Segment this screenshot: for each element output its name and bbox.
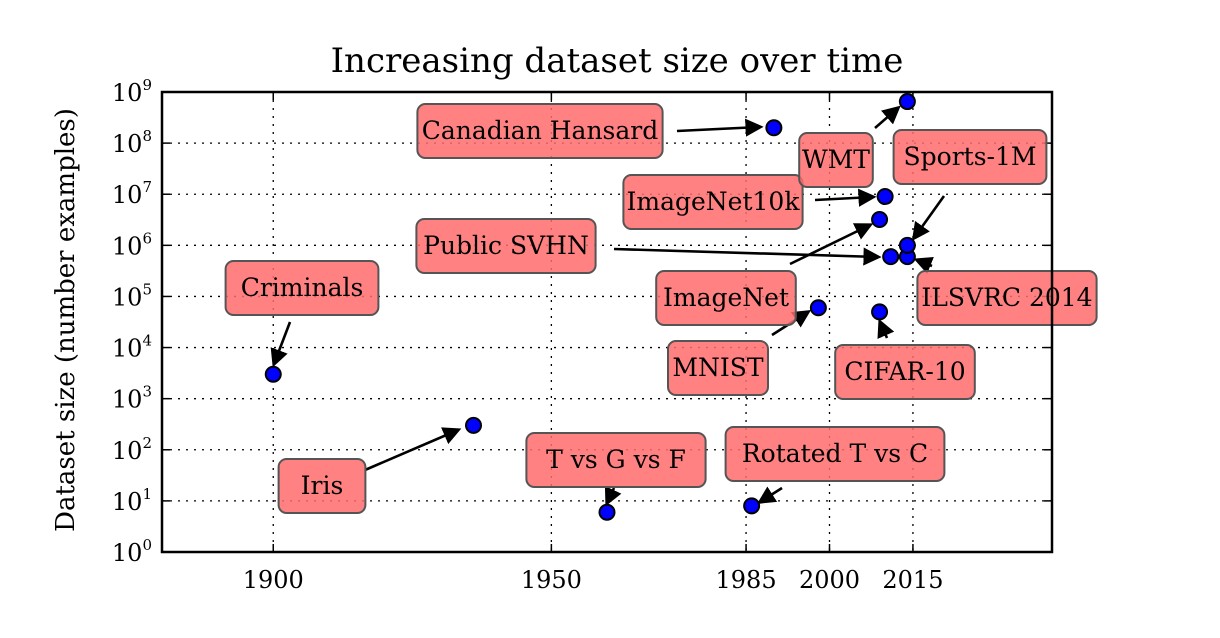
annotation-label: WMT xyxy=(798,132,874,188)
x-tick-label: 2000 xyxy=(799,566,860,594)
y-tick-label: 105 xyxy=(112,280,152,311)
annotation-label: CIFAR-10 xyxy=(834,344,976,400)
y-tick-label: 102 xyxy=(112,434,152,465)
annotation-label: ImageNet10k xyxy=(622,174,804,230)
annotation-box xyxy=(655,270,797,326)
data-point xyxy=(809,299,827,317)
annotation-label: Iris xyxy=(277,458,367,514)
x-tick-label: 1950 xyxy=(521,566,582,594)
y-tick-label: 109 xyxy=(112,76,152,107)
annotation-label-text: Criminals xyxy=(241,273,364,302)
annotation-label-text: ILSVRC 2014 xyxy=(921,283,1092,312)
data-point xyxy=(743,497,761,515)
annotation-box xyxy=(892,129,1048,185)
y-tick-label: 103 xyxy=(112,383,152,414)
y-axis-label: Dataset size (number examples) xyxy=(51,108,81,532)
annotation-label-text: ImageNet10k xyxy=(627,187,801,216)
annotation-label-text: Rotated T vs C xyxy=(742,439,928,468)
annotation-arrow xyxy=(877,318,895,339)
labels-layer: Criminals Iris T vs G vs F Rotated T vs C MN… xyxy=(224,103,1098,514)
data-point xyxy=(898,93,916,111)
annotation-box xyxy=(525,432,707,488)
annotation-arrow xyxy=(676,118,764,137)
y-tick-label: 100 xyxy=(112,536,152,567)
data-point xyxy=(765,119,783,137)
data-point xyxy=(876,188,894,206)
y-tick-label: 107 xyxy=(112,178,152,209)
annotation-label-text: ImageNet xyxy=(663,283,789,312)
y-tick-label: 106 xyxy=(112,229,152,260)
points-layer xyxy=(264,93,916,521)
x-tick-label: 2015 xyxy=(882,566,943,594)
annotation-arrow xyxy=(911,195,946,241)
annotation-box xyxy=(798,132,874,188)
annotation-label: MNIST xyxy=(667,340,769,396)
plot-frame xyxy=(160,90,1054,554)
x-tick-label: 1985 xyxy=(716,566,777,594)
annotation-arrow xyxy=(814,188,877,207)
annotation-label-text: WMT xyxy=(802,145,870,174)
annotation-box xyxy=(416,103,664,159)
annotation-arrow xyxy=(613,247,882,266)
annotation-arrow xyxy=(364,427,462,472)
annotation-box xyxy=(724,426,946,482)
annotation-label: Sports-1M xyxy=(892,129,1048,185)
annotation-label: Public SVHN xyxy=(415,218,597,274)
data-point xyxy=(871,211,889,229)
data-point xyxy=(465,416,482,434)
annotation-arrow xyxy=(756,486,783,504)
annotation-label: Rotated T vs C xyxy=(724,426,946,482)
annotation-arrow xyxy=(913,256,934,274)
y-tick-label: 104 xyxy=(112,332,152,363)
annotation-label-text: CIFAR-10 xyxy=(844,357,965,386)
annotation-box xyxy=(834,344,976,400)
annotation-label: T vs G vs F xyxy=(525,432,707,488)
annotation-label: ILSVRC 2014 xyxy=(916,270,1098,326)
data-point xyxy=(882,248,900,266)
annotation-arrow xyxy=(874,105,901,129)
annotation-label-text: Iris xyxy=(301,471,344,500)
annotation-label: ImageNet xyxy=(655,270,797,326)
x-tick-label: 1900 xyxy=(243,566,304,594)
chart-title: Increasing dataset size over time xyxy=(331,41,904,81)
annotation-label-text: MNIST xyxy=(672,353,763,382)
annotation-arrow xyxy=(789,223,874,266)
annotation-label: Criminals xyxy=(224,260,380,316)
annotation-label-text: Sports-1M xyxy=(904,142,1037,171)
data-point xyxy=(898,236,916,254)
annotation-box xyxy=(667,340,769,396)
annotation-label: Canadian Hansard xyxy=(416,103,664,159)
data-point xyxy=(264,365,282,383)
annotation-box xyxy=(277,458,367,514)
y-tick-label: 108 xyxy=(112,127,152,158)
annotation-label-text: Public SVHN xyxy=(423,231,589,260)
y-tick-label: 101 xyxy=(112,485,152,516)
ticks-layer: 1900 1950 1985 2000 2015 100 101 102 103 104 105 10… xyxy=(112,76,1052,594)
annotation-arrow xyxy=(270,321,292,368)
annotation-box xyxy=(224,260,380,316)
data-point xyxy=(598,503,616,521)
data-point xyxy=(871,303,889,321)
annotation-box xyxy=(415,218,597,274)
annotation-arrow xyxy=(604,485,622,507)
annotation-label-text: Canadian Hansard xyxy=(422,116,659,145)
annotation-box xyxy=(622,174,804,230)
annotation-label-text: T vs G vs F xyxy=(546,445,686,474)
